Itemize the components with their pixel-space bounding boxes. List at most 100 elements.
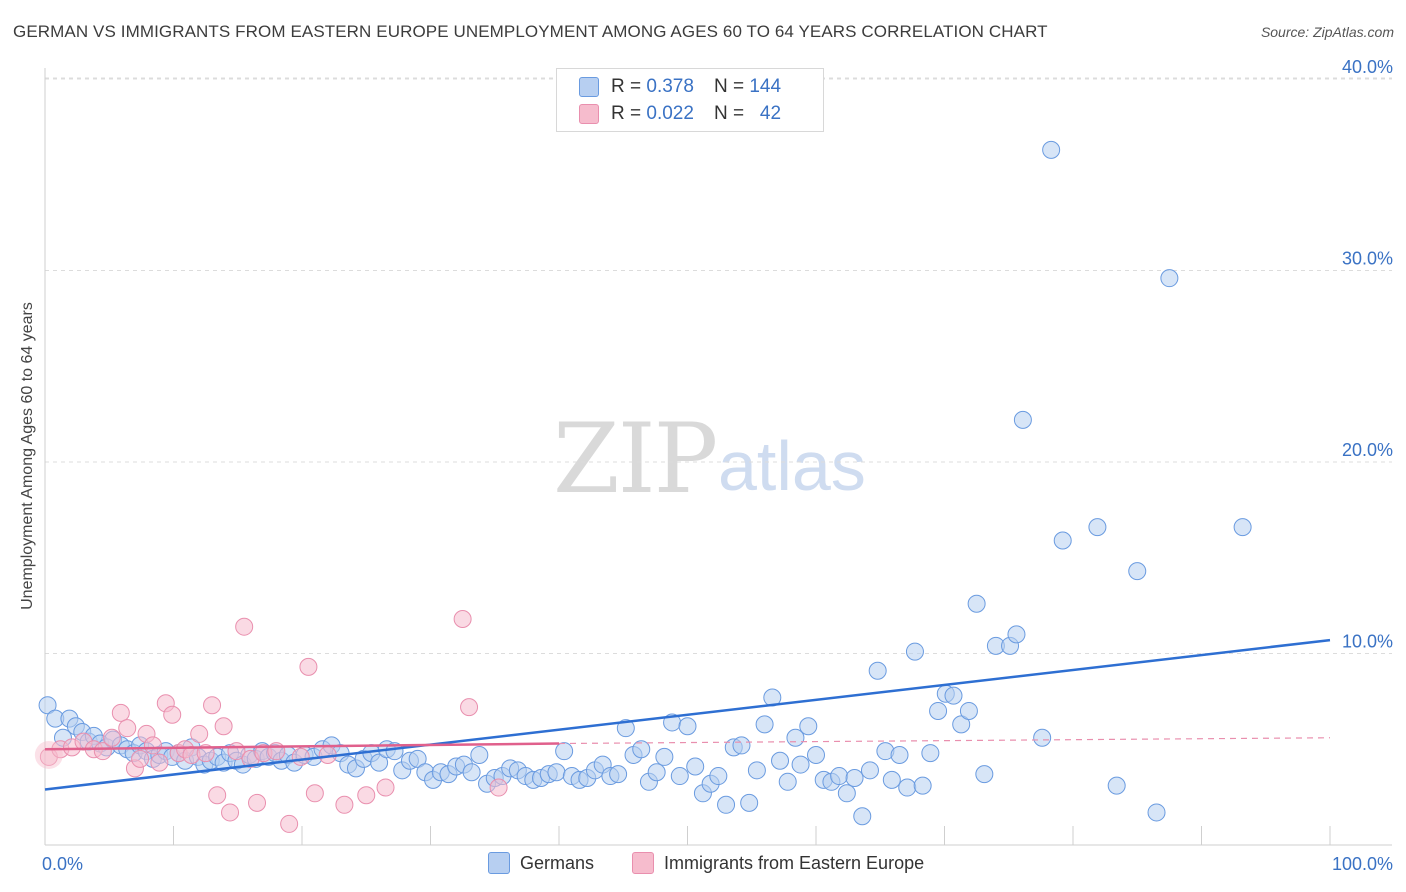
legend-swatch-immigrants: [632, 852, 654, 874]
german-point-132: [1033, 728, 1052, 747]
immigrant-point-33: [299, 657, 318, 676]
german-point-130: [1007, 625, 1026, 644]
legend-n-value: 42: [759, 103, 782, 124]
german-point-124: [952, 715, 971, 734]
german-point-127: [975, 765, 994, 784]
german-point-88: [678, 717, 697, 736]
immigrants-trend-line: [44, 742, 560, 751]
german-point-111: [853, 807, 872, 826]
german-point-53: [408, 749, 427, 768]
german-point-87: [670, 767, 689, 786]
immigrant-point-39: [453, 610, 472, 629]
german-point-109: [837, 784, 856, 803]
x-tick-label-0: 0.0%: [42, 854, 83, 874]
watermark: ZIP atlas: [553, 403, 866, 515]
tick-labels: 10.0% 20.0% 30.0% 40.0% 0.0% 100.0%: [42, 57, 1393, 874]
y-tick-label-3: 40.0%: [1342, 57, 1393, 77]
legend-swatch-immigrants: [579, 104, 599, 124]
immigrant-point-28: [248, 793, 267, 812]
german-point-48: [370, 753, 389, 772]
german-point-112: [860, 761, 879, 780]
german-point-105: [807, 745, 825, 764]
german-point-95: [732, 736, 751, 755]
german-point-84: [647, 763, 666, 782]
immigrant-point-20: [196, 744, 215, 763]
correlation-legend: R = 0.378 N = 144 R = 0.022 N = 42: [556, 68, 824, 132]
immigrant-point-7: [111, 703, 130, 722]
german-point-79: [609, 765, 628, 784]
legend-r-label: R =: [611, 103, 642, 124]
german-point-97: [747, 761, 766, 780]
german-point-93: [717, 795, 736, 814]
y-tick-label-1: 20.0%: [1342, 440, 1393, 460]
german-point-134: [1053, 531, 1072, 550]
german-point-61: [470, 745, 489, 764]
german-point-138: [1147, 803, 1166, 822]
german-point-123: [944, 686, 963, 705]
german-point-80: [616, 719, 635, 738]
legend-r-value: 0.022: [646, 103, 694, 124]
german-point-110: [845, 768, 864, 787]
german-point-125: [959, 701, 978, 720]
legend-n-label: N =: [713, 103, 745, 124]
watermark-zip: ZIP: [553, 403, 716, 515]
watermark-atlas: atlas: [718, 427, 866, 505]
german-point-71: [547, 763, 566, 782]
german-point-108: [830, 767, 849, 786]
german-point-131: [1013, 410, 1032, 429]
german-point-119: [913, 776, 932, 795]
immigrant-point-15: [163, 705, 182, 724]
legend-r-label: R =: [611, 76, 642, 97]
legend-item-germans: Germans: [488, 852, 594, 874]
german-point-116: [890, 745, 909, 764]
axes: [44, 68, 1392, 846]
german-point-118: [905, 642, 924, 661]
german-point-50: [385, 742, 404, 761]
y-tick-label-2: 30.0%: [1342, 249, 1393, 269]
immigrant-point-23: [214, 717, 233, 736]
immigrant-point-cluster: [34, 740, 63, 769]
german-point-120: [921, 744, 940, 763]
immigrant-point-22: [208, 786, 227, 805]
german-point-101: [778, 772, 797, 791]
legend-row-germans: R = 0.378 N = 144: [579, 74, 781, 100]
legend-swatch-germans: [488, 852, 510, 874]
immigrant-point-24: [221, 803, 240, 822]
immigrant-point-41: [489, 778, 508, 797]
german-point-96: [740, 793, 759, 812]
immigrant-point-30: [267, 742, 286, 761]
immigrant-point-36: [335, 795, 354, 814]
trend-lines: [44, 638, 1331, 791]
legend-n-value: 144: [749, 76, 782, 97]
immigrant-point-6: [102, 728, 121, 747]
german-point-89: [686, 757, 705, 776]
german-point-126: [967, 594, 986, 613]
german-point-72: [555, 742, 574, 761]
x-tick-label-1: 100.0%: [1332, 854, 1393, 874]
y-tick-label-0: 10.0%: [1342, 632, 1393, 652]
german-point-133: [1042, 140, 1061, 159]
immigrant-point-21: [203, 696, 222, 715]
immigrant-point-26: [235, 617, 254, 636]
german-point-82: [632, 740, 651, 759]
germans-trend-line: [44, 638, 1331, 791]
chart-title: GERMAN VS IMMIGRANTS FROM EASTERN EUROPE…: [13, 22, 1048, 41]
german-point-85: [655, 747, 674, 766]
immigrant-point-19: [190, 724, 209, 743]
german-point-115: [882, 770, 901, 789]
immigrant-point-40: [460, 698, 479, 717]
german-point-92: [709, 767, 728, 786]
german-point-136: [1107, 776, 1126, 795]
german-point-60: [462, 763, 481, 782]
legend-swatch-germans: [579, 77, 599, 97]
german-point-104: [799, 717, 818, 736]
german-point-113: [868, 661, 887, 680]
immigrant-point-5: [93, 742, 112, 761]
german-point-98: [755, 715, 774, 734]
german-point-139: [1160, 269, 1179, 288]
immigrant-point-32: [291, 747, 310, 766]
german-point-117: [898, 778, 917, 797]
immigrant-point-10: [131, 749, 150, 768]
legend-n-label: N =: [713, 76, 745, 97]
